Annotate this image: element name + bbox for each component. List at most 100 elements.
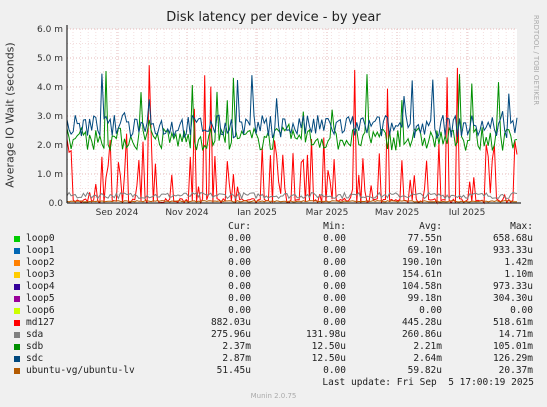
- legend-name: loop6: [26, 305, 55, 316]
- legend-name: sda: [26, 329, 44, 340]
- legend-swatch: [14, 284, 20, 290]
- legend-cur: 0.00: [228, 269, 251, 280]
- legend-name: loop2: [26, 257, 55, 268]
- legend-cur: 0.00: [228, 245, 251, 256]
- series-line-ubuntu-vg-ubuntu-lv: [66, 200, 518, 203]
- x-tick-label: Nov 2024: [165, 208, 209, 215]
- x-tick-label: Jul 2025: [448, 208, 486, 215]
- legend-avg: 154.61n: [401, 269, 442, 280]
- legend-swatch: [14, 272, 20, 278]
- header-avg: Avg:: [419, 221, 442, 232]
- legend-min: 0.00: [323, 245, 346, 256]
- legend-avg: 445.28u: [401, 317, 442, 328]
- legend-max: 1.42m: [504, 257, 533, 268]
- legend-cur: 2.37m: [222, 341, 251, 352]
- legend-min: 0.00: [323, 293, 346, 304]
- legend-max: 14.71m: [498, 329, 533, 340]
- legend-row: sdb 2.37m 12.50u 2.21m 105.01m: [14, 341, 534, 353]
- y-tick-label: 1.0 m: [37, 170, 63, 180]
- legend-avg: 99.18n: [407, 293, 442, 304]
- legend-swatch: [14, 344, 20, 350]
- legend-swatch: [14, 368, 20, 374]
- legend-max: 658.68u: [492, 233, 533, 244]
- legend-row: loop5 0.00 0.00 99.18n 304.30u: [14, 293, 534, 305]
- legend-avg: 260.86u: [401, 329, 442, 340]
- x-tick-label: May 2025: [375, 208, 419, 215]
- x-tick-label: Sep 2024: [96, 208, 139, 215]
- legend-avg: 190.10n: [401, 257, 442, 268]
- legend-max: 304.30u: [492, 293, 533, 304]
- x-tick-label: Mar 2025: [306, 208, 349, 215]
- legend-name: md127: [26, 317, 55, 328]
- legend-swatch: [14, 356, 20, 362]
- legend-name: sdb: [26, 341, 44, 352]
- legend-table: Cur: Min: Avg: Max: loop0 0.00 0.00 77.55n 6…: [14, 221, 534, 377]
- legend-cur: 0.00: [228, 257, 251, 268]
- legend-min: 131.98u: [305, 329, 346, 340]
- legend-row: md127 882.03u 0.00 445.28u 518.61m: [14, 317, 534, 329]
- legend-name: loop0: [26, 233, 55, 244]
- legend-row: loop1 0.00 0.00 69.10n 933.33u: [14, 245, 534, 257]
- legend-row: loop6 0.00 0.00 0.00 0.00: [14, 305, 534, 317]
- legend-cur: 2.87m: [222, 353, 251, 364]
- legend-swatch: [14, 332, 20, 338]
- legend-row: loop0 0.00 0.00 77.55n 658.68u: [14, 233, 534, 245]
- legend-swatch: [14, 296, 20, 302]
- legend-max: 126.29m: [492, 353, 533, 364]
- legend-swatch: [14, 308, 20, 314]
- legend-name: loop3: [26, 269, 55, 280]
- legend-swatch: [14, 320, 20, 326]
- legend-name: ubuntu-vg/ubuntu-lv: [26, 365, 135, 376]
- legend-avg: 69.10n: [407, 245, 442, 256]
- legend-max: 518.61m: [492, 317, 533, 328]
- legend-min: 12.50u: [311, 341, 346, 352]
- legend-max: 105.01m: [492, 341, 533, 352]
- legend-name: loop5: [26, 293, 55, 304]
- x-tick-label: Jan 2025: [236, 208, 277, 215]
- y-tick-label: 3.0 m: [37, 112, 63, 122]
- legend-min: 0.00: [323, 365, 346, 376]
- legend-cur: 0.00: [228, 305, 251, 316]
- legend-max: 0.00: [510, 305, 533, 316]
- legend-row: sdc 2.87m 12.50u 2.64m 126.29m: [14, 353, 534, 365]
- y-tick-label: 4.0 m: [37, 83, 63, 93]
- legend-avg: 59.82u: [407, 365, 442, 376]
- legend-min: 0.00: [323, 305, 346, 316]
- legend-name: sdc: [26, 353, 44, 364]
- legend-header: Cur: Min: Avg: Max:: [14, 221, 534, 233]
- plot-area: 0.0 1.0 m 2.0 m 3.0 m 4.0 m 5.0 m 6.0 m Sep 202…: [37, 25, 521, 215]
- legend-min: 12.50u: [311, 353, 346, 364]
- y-tick-label: 2.0 m: [37, 141, 63, 151]
- last-update: Last update: Fri Sep 5 17:00:19 2025: [322, 377, 534, 388]
- legend-max: 1.10m: [504, 269, 533, 280]
- legend-row: ubuntu-vg/ubuntu-lv 51.45u 0.00 59.82u 20.37…: [14, 365, 534, 377]
- series-line-sdb: [66, 70, 518, 152]
- legend-cur: 275.96u: [210, 329, 251, 340]
- legend-row: sda 275.96u 131.98u 260.86u 14.71m: [14, 329, 534, 341]
- y-tick-label: 0.0: [49, 199, 64, 209]
- legend-swatch: [14, 236, 20, 242]
- legend-max: 933.33u: [492, 245, 533, 256]
- legend-min: 0.00: [323, 233, 346, 244]
- series-line-sda: [66, 191, 518, 200]
- legend-min: 0.00: [323, 257, 346, 268]
- y-tick-label: 5.0 m: [37, 54, 63, 64]
- legend-name: loop1: [26, 245, 55, 256]
- legend-swatch: [14, 260, 20, 266]
- legend-cur: 51.45u: [216, 365, 251, 376]
- header-min: Min:: [323, 221, 346, 232]
- header-max: Max:: [510, 221, 533, 232]
- series-line-sdc: [66, 73, 518, 140]
- series-line-md127: [66, 65, 518, 205]
- legend-swatch: [14, 248, 20, 254]
- chart-title: Disk latency per device - by year: [166, 10, 381, 25]
- legend-avg: 77.55n: [407, 233, 442, 244]
- legend-max: 20.37m: [498, 365, 533, 376]
- legend-row: loop2 0.00 0.00 190.10n 1.42m: [14, 257, 534, 269]
- legend-avg: 2.64m: [413, 353, 442, 364]
- header-cur: Cur:: [228, 221, 251, 232]
- legend-cur: 0.00: [228, 293, 251, 304]
- legend-max: 973.33u: [492, 281, 533, 292]
- y-tick-label: 6.0 m: [37, 25, 63, 35]
